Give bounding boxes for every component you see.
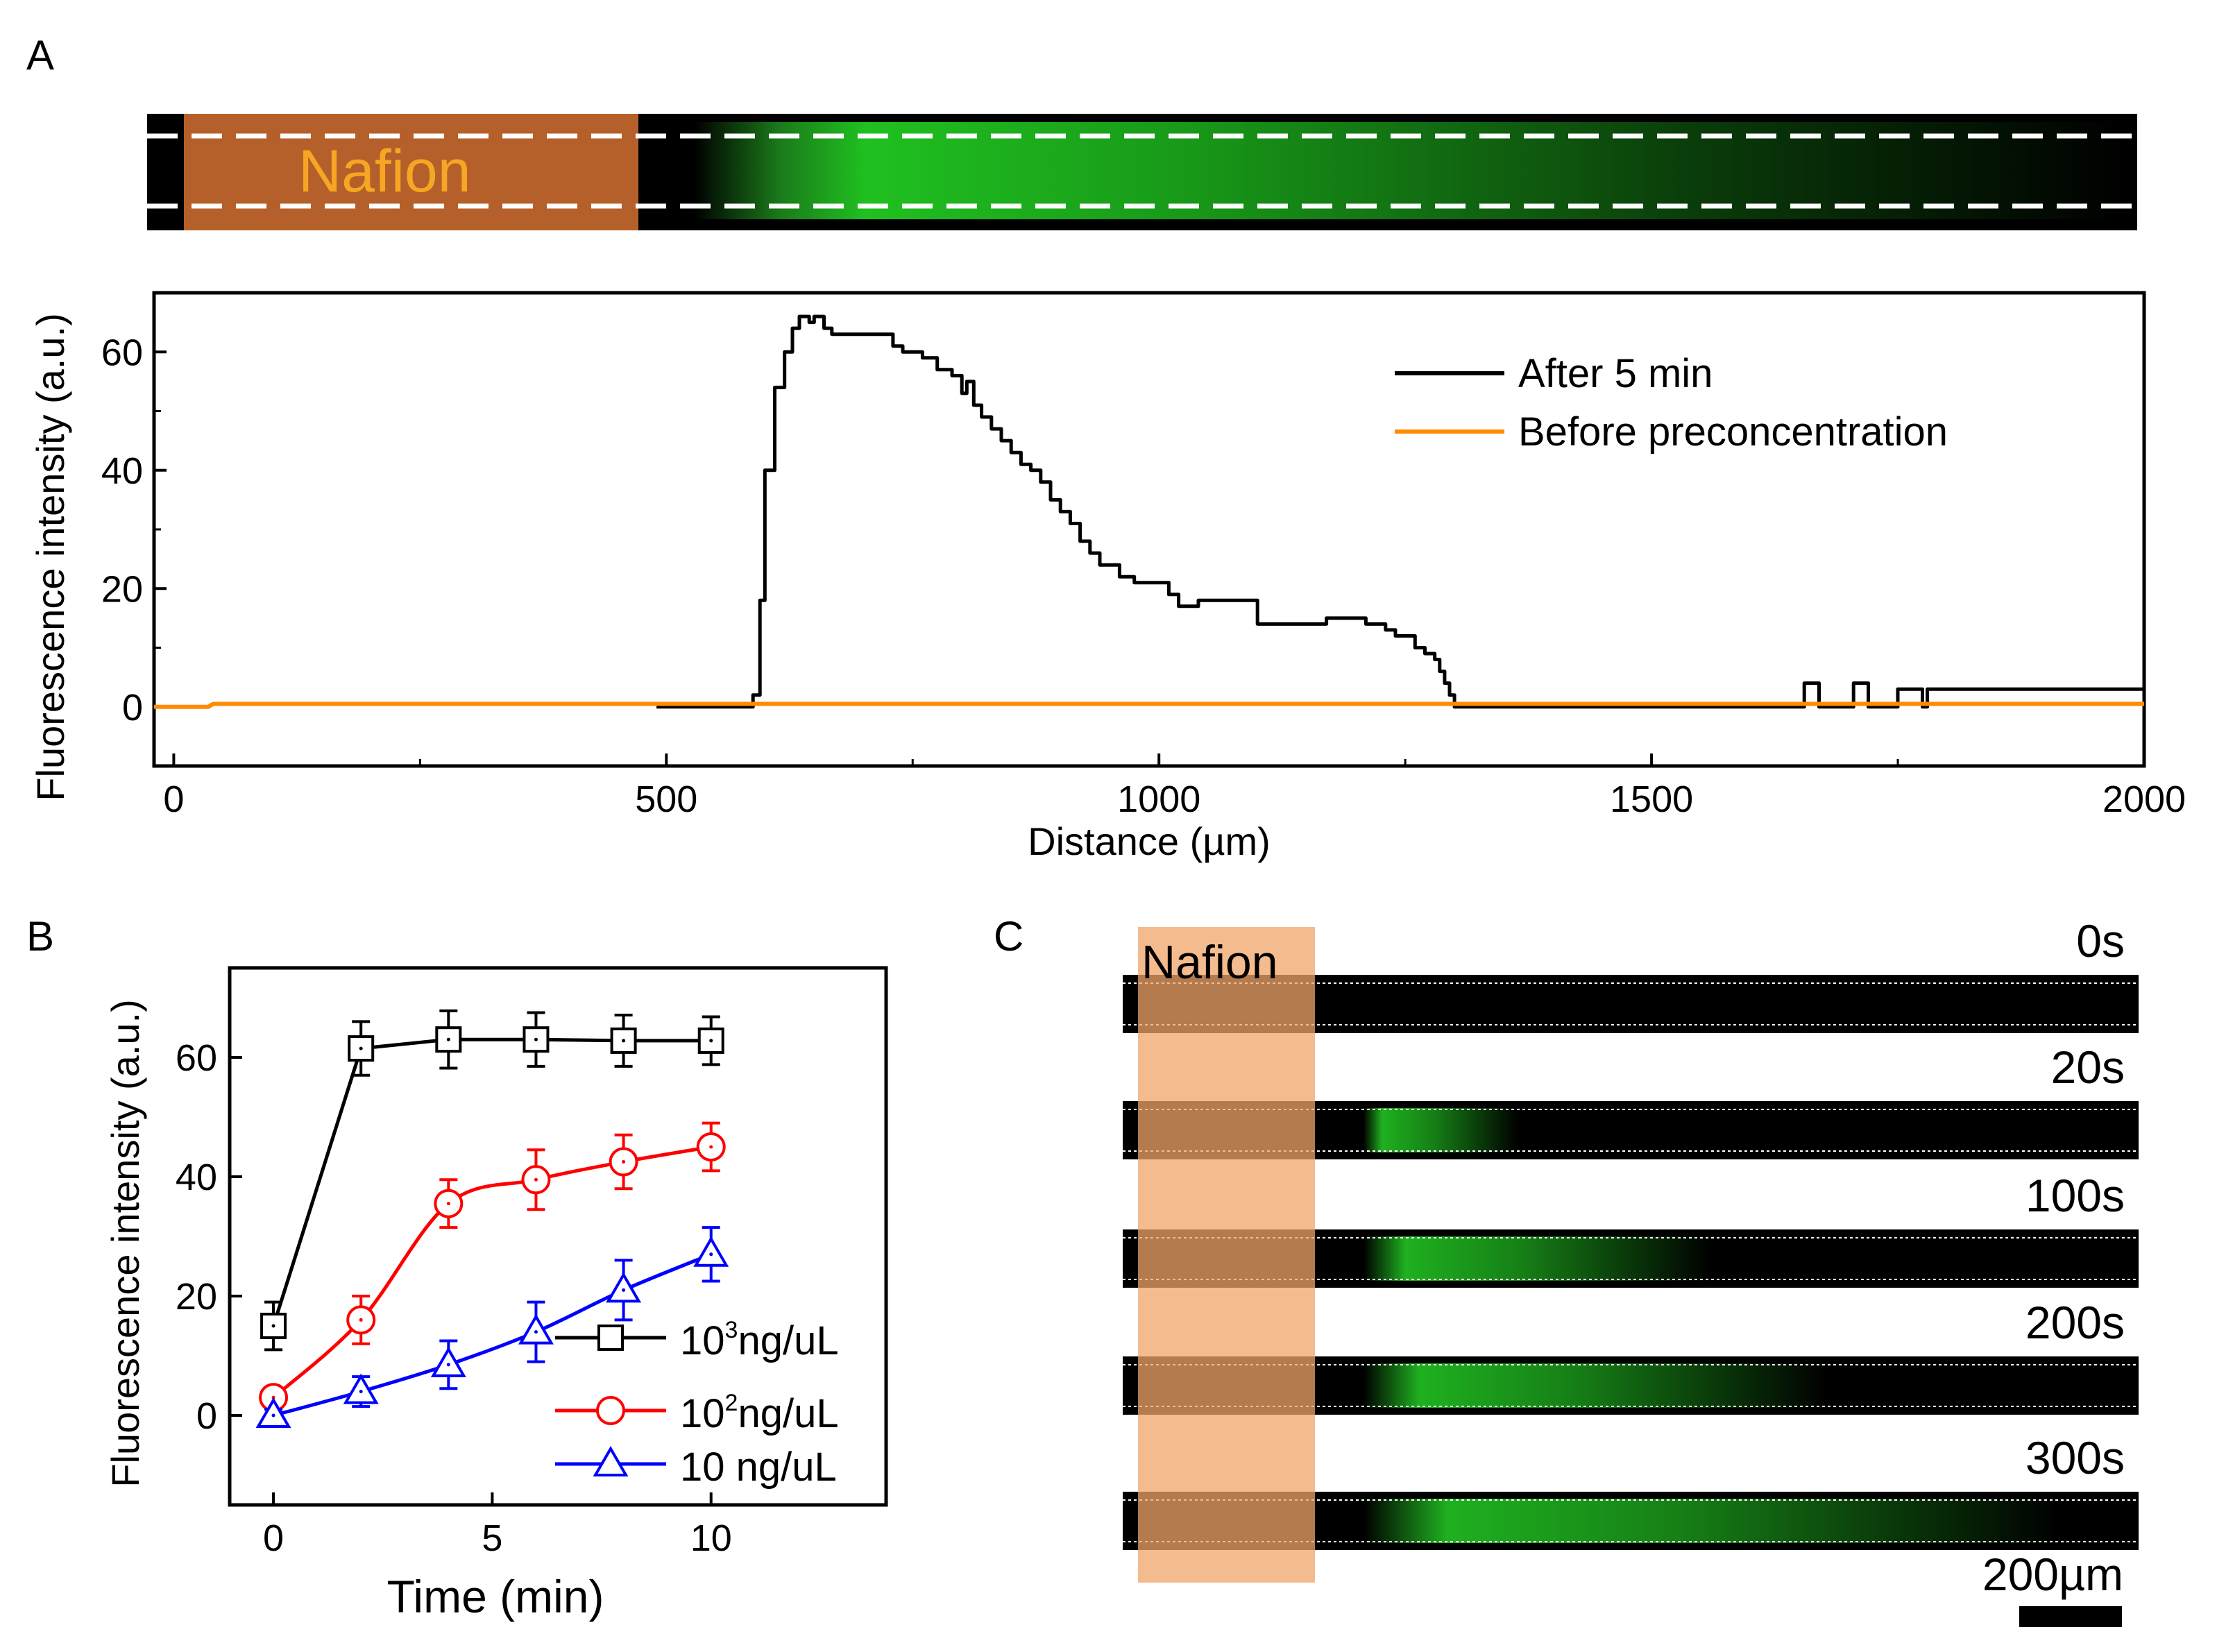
data-point-square (523, 1026, 550, 1053)
data-point-center (359, 1390, 363, 1394)
data-point-triangle (430, 1346, 466, 1377)
fluorescence-plug-c (1364, 1499, 2062, 1543)
data-point-center (359, 1046, 363, 1050)
nafion-label-c: Nafion (1141, 936, 1278, 989)
data-point-center (446, 1037, 450, 1041)
data-point-triangle (606, 1272, 642, 1303)
x-tick-label-a: 500 (635, 778, 697, 820)
y-tick-label-b: 0 (196, 1395, 217, 1437)
fluorescence-plug-c (1364, 1236, 1713, 1281)
data-point-center (622, 1160, 626, 1164)
data-point-center (534, 1177, 538, 1182)
data-point-center (622, 1288, 626, 1292)
plot-frame-a (152, 291, 2146, 768)
legend-label-a-0: After 5 min (1518, 351, 1713, 396)
series-line-b-2 (273, 1252, 712, 1417)
y-tick-label-b: 40 (176, 1157, 217, 1198)
nafion-label-a: Nafion (298, 138, 471, 205)
legend-label-rest: ng/uL (738, 1318, 838, 1363)
y-tick-label-b: 60 (176, 1037, 217, 1079)
x-tick-label-b: 0 (263, 1517, 284, 1559)
series-line-a-1 (154, 701, 2144, 709)
time-label-c: 20s (2051, 1041, 2125, 1093)
data-point-triangle (693, 1236, 729, 1267)
x-tick-label-a: 0 (163, 778, 184, 820)
data-point-center (709, 1145, 713, 1149)
x-tick-label-a: 1500 (1610, 778, 1693, 820)
data-point-center (446, 1363, 450, 1367)
plot-frame-b (228, 966, 888, 1507)
legend-label-rest: ng/uL (738, 1391, 838, 1436)
time-label-c: 0s (2076, 915, 2125, 966)
data-point-triangle (343, 1373, 379, 1404)
data-point-center (271, 1413, 275, 1417)
legend-label-sup: 3 (725, 1317, 738, 1343)
nafion-overlay-c (1138, 927, 1315, 1583)
fluorescence-plug-c (1364, 1363, 1829, 1408)
y-axis-title-a: Fluorescence intensity (a.u.) (28, 313, 72, 801)
data-point-square (435, 1026, 462, 1053)
y-tick-label-a: 40 (101, 450, 143, 492)
legend-marker-circle (596, 1396, 625, 1425)
chart-b: 0 5 10 0 20 40 60 Time (min) Fluorescence intens… (103, 966, 888, 1622)
legend-label-base: 10 ng/uL (680, 1445, 837, 1490)
x-axis-title-a: Distance (µm) (1028, 819, 1271, 863)
data-point-center (359, 1318, 363, 1322)
series-line-b-1 (272, 1145, 712, 1399)
legend-label-b-0: 103ng/uL (680, 1317, 839, 1363)
legend-label-sup: 2 (725, 1390, 738, 1416)
x-tick-label-b: 10 (690, 1517, 732, 1559)
data-point-center (271, 1324, 275, 1328)
panel-letter-c: C (994, 913, 1023, 960)
series-group-b (255, 1009, 729, 1428)
data-point-center (534, 1037, 538, 1041)
panel-letter-b: B (26, 913, 54, 960)
y-tick-label-b: 20 (176, 1276, 217, 1318)
data-point-center (446, 1202, 450, 1206)
channel-image-a: Nafion (147, 114, 2137, 230)
legend-marker-triangle (593, 1446, 629, 1476)
panel-c-image-series: 0s 20s 100s 200s 300s Nafion 200µm (1123, 915, 2139, 1627)
data-point-square (697, 1027, 724, 1054)
data-point-triangle (255, 1397, 291, 1428)
nafion-strip (184, 114, 638, 230)
chart-a: 0 500 1000 1500 2000 0 20 40 60 Distance (µm) Fluo… (28, 291, 2186, 863)
legend-label-base: 10 (680, 1391, 725, 1436)
time-label-c: 100s (2025, 1170, 2125, 1221)
data-point-triangle (518, 1313, 554, 1345)
data-point-center (709, 1039, 713, 1043)
x-tick-label-a: 1000 (1117, 778, 1200, 820)
data-point-center (622, 1039, 626, 1043)
legend-label-b-1: 102ng/uL (680, 1390, 839, 1436)
data-point-center (709, 1252, 713, 1257)
scale-bar-label: 200µm (1982, 1549, 2123, 1600)
legend-marker-square (597, 1325, 624, 1351)
fluorescence-plug-c (1364, 1108, 1519, 1152)
x-tick-label-b: 5 (482, 1517, 502, 1559)
time-label-c: 300s (2025, 1432, 2125, 1483)
series-line-b-0 (271, 1037, 711, 1327)
data-point-center (534, 1330, 538, 1334)
series-line-a-0 (656, 314, 2144, 709)
scale-bar (2019, 1606, 2122, 1627)
legend-label-a-1: Before preconcentration (1518, 409, 1948, 454)
series-group-a (154, 314, 2144, 709)
y-tick-label-a: 60 (101, 332, 143, 373)
y-axis-title-b: Fluorescence intensity (a.u.) (103, 999, 147, 1487)
x-tick-label-a: 2000 (2103, 778, 2186, 820)
y-tick-label-a: 0 (122, 687, 143, 729)
y-tick-label-a: 20 (101, 568, 143, 610)
panel-letter-a: A (26, 32, 54, 78)
legend-label-base: 10 (680, 1318, 725, 1363)
time-label-c: 200s (2025, 1297, 2125, 1348)
x-axis-title-b: Time (min) (387, 1571, 604, 1622)
legend-label-b-2: 10 ng/uL (680, 1445, 837, 1490)
